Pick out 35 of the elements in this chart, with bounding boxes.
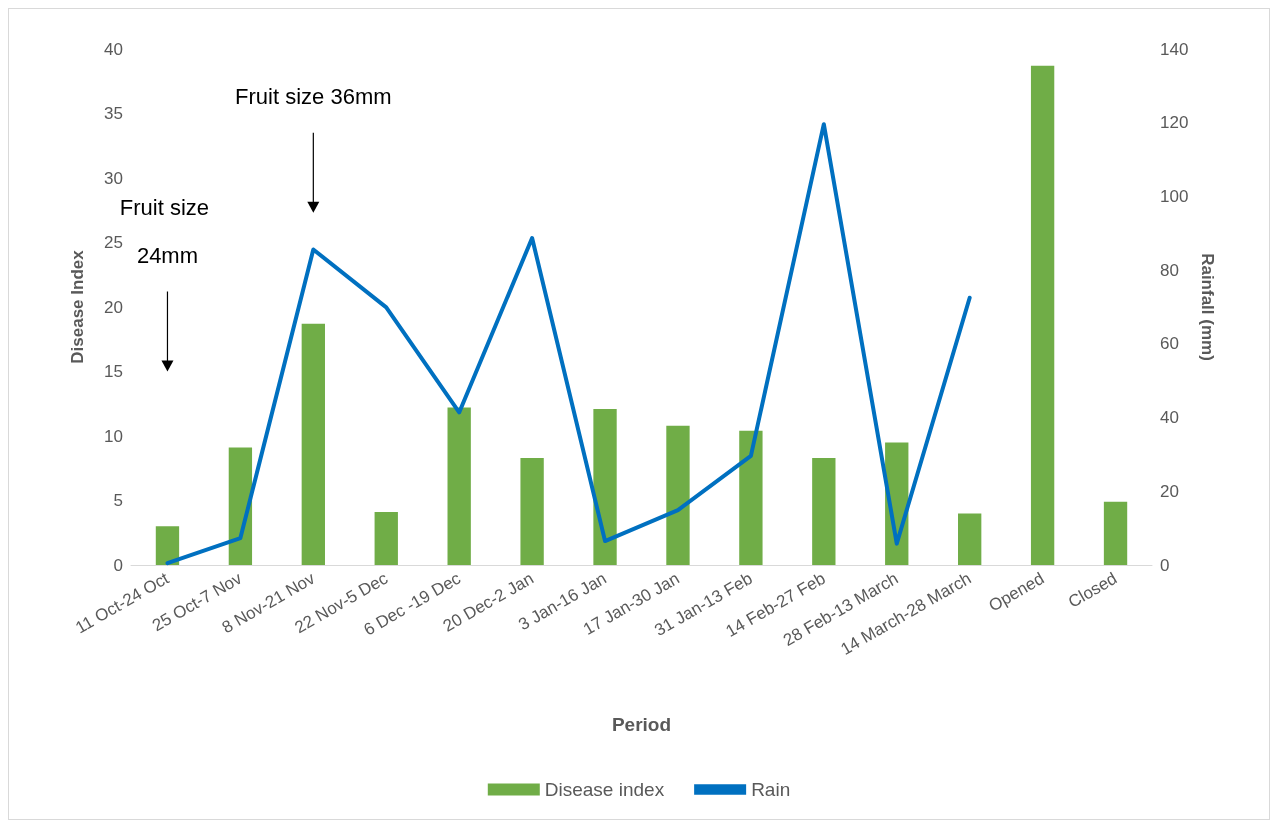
y-tick-label: 0 bbox=[113, 555, 123, 575]
y-tick-label: 20 bbox=[104, 297, 123, 317]
y-tick-label: 35 bbox=[104, 104, 123, 123]
bar bbox=[520, 457, 544, 565]
bar bbox=[958, 513, 982, 565]
y-axis-title: Disease Index bbox=[68, 249, 87, 364]
bar bbox=[155, 526, 180, 565]
bar bbox=[447, 407, 471, 565]
y2-tick-label: 80 bbox=[1160, 260, 1179, 280]
x-axis-title: Period bbox=[611, 714, 672, 735]
y2-tick-label: 140 bbox=[1160, 39, 1189, 59]
bar bbox=[739, 430, 763, 565]
y-tick-label: 5 bbox=[113, 491, 123, 510]
y2-tick-label: 40 bbox=[1160, 408, 1179, 428]
bar bbox=[593, 408, 617, 565]
y-tick-label: 10 bbox=[104, 426, 123, 446]
bar bbox=[1103, 501, 1128, 565]
y-tick-label: 30 bbox=[104, 168, 123, 188]
annotation: Fruit size 36mm bbox=[235, 84, 392, 110]
y2-tick-label: 120 bbox=[1160, 113, 1189, 133]
legend-label: Disease index bbox=[544, 779, 665, 800]
y2-tick-label: 20 bbox=[1160, 481, 1179, 501]
y-tick-label: 15 bbox=[104, 362, 123, 381]
bar bbox=[301, 323, 325, 565]
bar bbox=[666, 425, 690, 565]
y2-tick-label: 60 bbox=[1160, 334, 1179, 354]
bar bbox=[812, 457, 836, 565]
y-tick-label: 40 bbox=[104, 39, 123, 59]
legend-label: Rain bbox=[751, 779, 791, 800]
y2-axis-title: Rainfall (mm) bbox=[1198, 253, 1218, 361]
bar bbox=[374, 512, 398, 565]
y2-tick-label: 100 bbox=[1160, 186, 1189, 206]
y2-tick-label: 0 bbox=[1160, 555, 1170, 575]
bar bbox=[228, 447, 253, 565]
bar bbox=[1030, 65, 1055, 565]
